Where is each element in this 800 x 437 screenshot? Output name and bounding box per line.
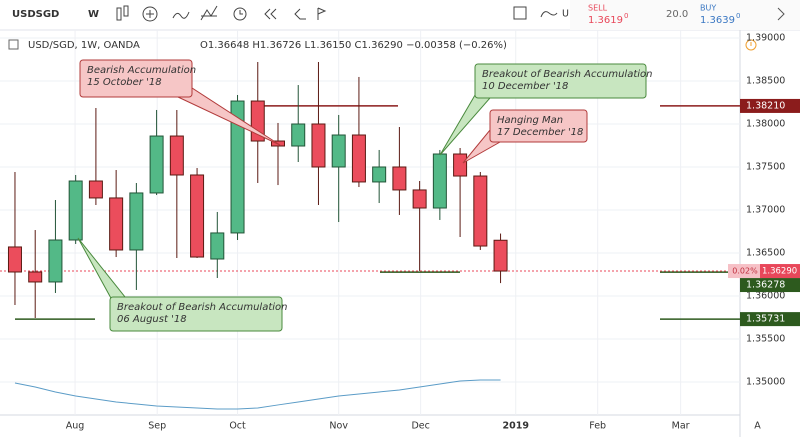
legend-icon[interactable] — [8, 39, 19, 50]
x-tick-label: Sep — [148, 421, 166, 432]
y-tick-label: 1.38500 — [746, 75, 785, 86]
candle-body — [230, 100, 245, 234]
level-price-box — [740, 312, 800, 327]
candle-body — [28, 271, 43, 283]
candle-body — [432, 153, 447, 209]
buy-label[interactable]: BUY — [700, 4, 716, 13]
x-tick-label: A — [754, 421, 761, 432]
annotation-text: Bearish Accumulation — [87, 65, 196, 76]
annotation-box — [474, 63, 647, 99]
candle-body — [68, 180, 83, 241]
level-price-box — [740, 278, 800, 293]
toolbar-arrow[interactable] — [777, 7, 785, 21]
alert-icon[interactable] — [745, 39, 757, 51]
annotation-text: Breakout of Bearish Accumulation — [482, 69, 653, 80]
candle-body — [190, 174, 205, 258]
candle-body — [331, 134, 346, 168]
x-tick-label: 2019 — [503, 421, 529, 432]
x-tick-label: Mar — [672, 421, 690, 432]
sell-pip: 0 — [624, 12, 628, 20]
buy-price[interactable]: 1.3639 — [700, 15, 735, 26]
level-price-label: 1.35731 — [746, 314, 785, 325]
toolbar-interval[interactable]: W — [88, 9, 99, 20]
sell-label[interactable]: SELL — [588, 4, 608, 13]
y-tick-label: 1.35500 — [746, 333, 785, 344]
candle-body — [169, 135, 184, 176]
annotation-text: Hanging Man — [497, 115, 563, 126]
level-price-box — [740, 98, 800, 113]
buy-pip: 0 — [736, 12, 740, 20]
level-price-label: 1.38210 — [746, 100, 785, 111]
x-tick-label: Oct — [229, 421, 246, 432]
annotation-text: 15 October '18 — [87, 77, 162, 88]
candle-body — [311, 123, 326, 168]
toolbar-icons[interactable] — [116, 5, 558, 22]
x-tick-label: Nov — [329, 421, 348, 432]
y-tick-label: 1.36500 — [746, 247, 785, 258]
trade-panel — [570, 0, 800, 30]
x-tick-label: Aug — [66, 421, 85, 432]
annotation-text: 17 December '18 — [497, 127, 583, 138]
y-tick-label: 1.38000 — [746, 118, 785, 129]
annotation-box — [489, 109, 588, 143]
sell-price[interactable]: 1.3619 — [588, 15, 623, 26]
y-tick-label: 1.37000 — [746, 204, 785, 215]
y-tick-label: 1.36000 — [746, 290, 785, 301]
level-price-label: 1.36278 — [746, 280, 785, 291]
y-tick-label: 1.37500 — [746, 161, 785, 172]
candle-body — [149, 135, 164, 194]
annotation-box — [109, 296, 283, 332]
annotation-box — [79, 59, 193, 98]
candle-body — [88, 180, 103, 199]
candle-body — [392, 166, 407, 191]
candle-body — [493, 239, 508, 272]
candle-body — [129, 192, 144, 251]
candle-body — [210, 232, 225, 260]
x-tick-label: Feb — [589, 421, 606, 432]
candle-body — [372, 166, 387, 183]
ohlc-legend: O1.36648 H1.36726 L1.36150 C1.36290 −0.0… — [200, 40, 507, 51]
annotation-text: 10 December '18 — [482, 81, 568, 92]
toolbar-symbol[interactable]: USDSGD — [12, 9, 59, 20]
y-tick-label: 1.35000 — [746, 376, 785, 387]
candle-body — [48, 239, 63, 283]
candle-body — [412, 189, 427, 209]
last-price-change-box — [728, 264, 762, 279]
annotation-text: 06 August '18 — [117, 314, 187, 325]
candle-body — [109, 197, 124, 251]
plot — [0, 61, 740, 410]
spread: 20.0 — [666, 9, 688, 20]
moving-average — [14, 379, 501, 410]
candle-body — [291, 123, 306, 147]
x-tick-label: Dec — [411, 421, 429, 432]
symbol-legend[interactable]: USD/SGD, 1W, OANDA — [28, 40, 140, 51]
toolbar-extra: U — [562, 9, 569, 20]
last-price-change: 0.02% — [732, 267, 758, 276]
candle-body — [351, 134, 366, 183]
last-price-box — [760, 264, 800, 279]
candle-body — [7, 246, 22, 273]
last-price-label: 1.36290 — [762, 267, 797, 277]
y-tick-label: 1.39000 — [746, 32, 785, 43]
candle-body — [473, 175, 488, 247]
annotation-text: Breakout of Bearish Accumulation — [117, 302, 288, 313]
candle-body — [453, 153, 468, 177]
